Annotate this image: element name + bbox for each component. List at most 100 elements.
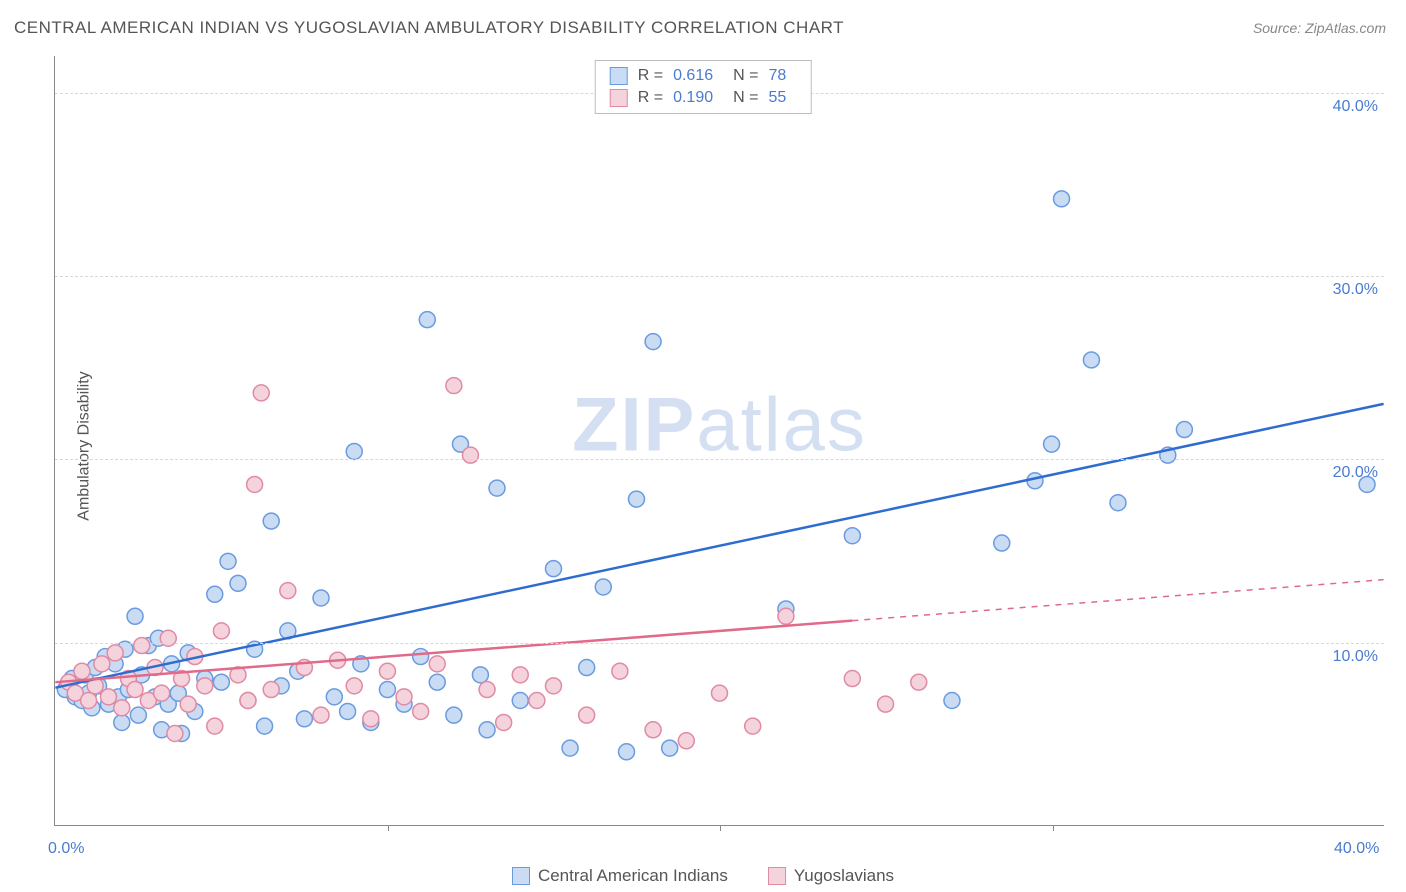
legend-stats-swatch	[610, 67, 628, 85]
scatter-point	[263, 513, 279, 529]
scatter-point	[213, 623, 229, 639]
legend-stats-box: R = 0.616 N = 78 R = 0.190 N = 55	[595, 60, 812, 114]
scatter-point	[1044, 436, 1060, 452]
y-tick-label: 20.0%	[1333, 464, 1378, 482]
scatter-point	[479, 682, 495, 698]
scatter-point	[712, 685, 728, 701]
r-value: 0.616	[673, 67, 713, 85]
scatter-point	[595, 579, 611, 595]
scatter-point	[662, 740, 678, 756]
scatter-point	[240, 693, 256, 709]
scatter-point	[512, 667, 528, 683]
scatter-point	[496, 714, 512, 730]
x-tick	[388, 825, 389, 831]
scatter-point	[745, 718, 761, 734]
scatter-point	[1176, 422, 1192, 438]
scatter-point	[220, 553, 236, 569]
scatter-point	[529, 693, 545, 709]
chart-title: CENTRAL AMERICAN INDIAN VS YUGOSLAVIAN A…	[14, 18, 844, 38]
scatter-point	[645, 334, 661, 350]
scatter-point	[296, 711, 312, 727]
scatter-point	[363, 711, 379, 727]
scatter-point	[340, 703, 356, 719]
scatter-point	[413, 703, 429, 719]
scatter-point	[253, 385, 269, 401]
x-tick	[1053, 825, 1054, 831]
source-attribution: Source: ZipAtlas.com	[1253, 20, 1386, 36]
scatter-point	[263, 682, 279, 698]
scatter-point	[1083, 352, 1099, 368]
scatter-point	[678, 733, 694, 749]
scatter-point	[257, 718, 273, 734]
scatter-point	[1054, 191, 1070, 207]
r-label: R =	[638, 89, 663, 107]
scatter-point	[844, 528, 860, 544]
scatter-point	[94, 656, 110, 672]
regression-line-solid	[55, 621, 852, 683]
scatter-point	[878, 696, 894, 712]
scatter-point	[81, 693, 97, 709]
scatter-point	[207, 718, 223, 734]
scatter-point	[396, 689, 412, 705]
n-label: N =	[733, 89, 758, 107]
scatter-point	[619, 744, 635, 760]
scatter-point	[346, 443, 362, 459]
scatter-point	[379, 682, 395, 698]
scatter-point	[479, 722, 495, 738]
legend-stats-row: R = 0.190 N = 55	[596, 87, 811, 109]
legend-item-series1: Central American Indians	[512, 866, 728, 886]
y-tick-label: 30.0%	[1333, 281, 1378, 299]
regression-line	[55, 404, 1383, 688]
scatter-point	[74, 663, 90, 679]
legend-swatch-series2	[768, 867, 786, 885]
scatter-point	[413, 649, 429, 665]
scatter-point	[207, 586, 223, 602]
scatter-point	[419, 312, 435, 328]
scatter-point	[154, 685, 170, 701]
scatter-point	[197, 678, 213, 694]
scatter-point	[446, 707, 462, 723]
r-value: 0.190	[673, 89, 713, 107]
scatter-point	[628, 491, 644, 507]
scatter-point	[213, 674, 229, 690]
n-value: 78	[768, 67, 786, 85]
scatter-point	[844, 671, 860, 687]
scatter-point	[562, 740, 578, 756]
legend-label-series2: Yugoslavians	[794, 866, 894, 886]
scatter-point	[107, 645, 123, 661]
legend-stats-swatch	[610, 89, 628, 107]
gridline	[55, 459, 1384, 460]
scatter-point	[326, 689, 342, 705]
scatter-point	[579, 660, 595, 676]
y-tick-label: 10.0%	[1333, 648, 1378, 666]
scatter-point	[167, 725, 183, 741]
legend-stats-row: R = 0.616 N = 78	[596, 65, 811, 87]
scatter-point	[512, 693, 528, 709]
scatter-point	[645, 722, 661, 738]
n-label: N =	[733, 67, 758, 85]
scatter-point	[114, 700, 130, 716]
scatter-point	[160, 630, 176, 646]
x-tick-label: 0.0%	[48, 840, 84, 858]
scatter-point	[472, 667, 488, 683]
scatter-point	[180, 696, 196, 712]
scatter-point	[247, 476, 263, 492]
scatter-point	[994, 535, 1010, 551]
scatter-point	[911, 674, 927, 690]
legend-swatch-series1	[512, 867, 530, 885]
scatter-point	[313, 590, 329, 606]
scatter-point	[489, 480, 505, 496]
scatter-point	[944, 693, 960, 709]
scatter-point	[545, 561, 561, 577]
gridline	[55, 276, 1384, 277]
scatter-point	[1110, 495, 1126, 511]
n-value: 55	[768, 89, 786, 107]
gridline	[55, 643, 1384, 644]
scatter-point	[127, 608, 143, 624]
r-label: R =	[638, 67, 663, 85]
scatter-point	[230, 575, 246, 591]
plot-area: ZIPatlas 10.0%20.0%30.0%40.0%	[54, 56, 1384, 826]
regression-line-dashed	[852, 580, 1383, 621]
x-tick	[720, 825, 721, 831]
scatter-point	[114, 714, 130, 730]
